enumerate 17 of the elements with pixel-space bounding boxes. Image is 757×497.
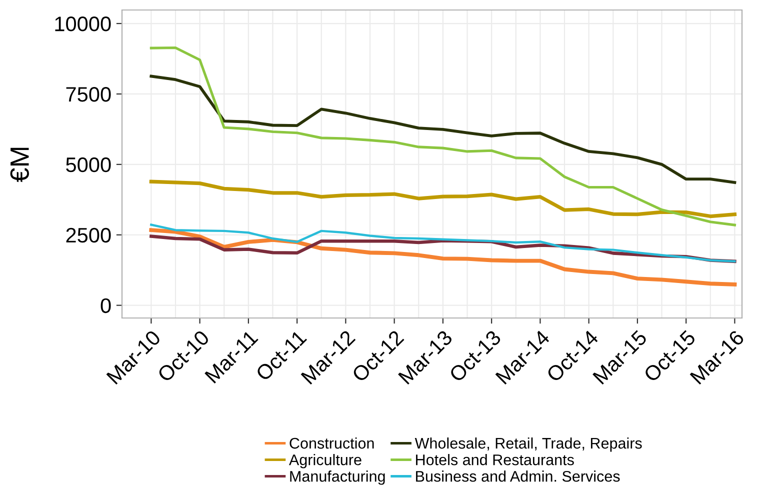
legend-label: Business and Admin. Services	[416, 470, 620, 482]
y-tick-label: 7500	[66, 86, 111, 102]
line-series	[150, 224, 736, 262]
legend-label: Construction	[290, 437, 374, 449]
line-series	[149, 228, 737, 286]
line-series	[150, 46, 736, 226]
y-tick-label: 2500	[66, 228, 111, 243]
legend-label: Agriculture	[288, 454, 362, 468]
legend-label: Manufacturing	[290, 470, 385, 485]
legend-label: Hotels and Restaurants	[416, 454, 574, 466]
line-series	[149, 180, 737, 218]
y-tick-label: 0	[100, 298, 111, 314]
legend-label: Wholesale, Retail, Trade, Repairs	[414, 437, 642, 452]
line-series	[150, 74, 736, 184]
y-axis-title: €M	[10, 148, 29, 182]
y-tick-label: 5000	[66, 157, 111, 172]
y-tick-label: 10000	[55, 16, 111, 32]
